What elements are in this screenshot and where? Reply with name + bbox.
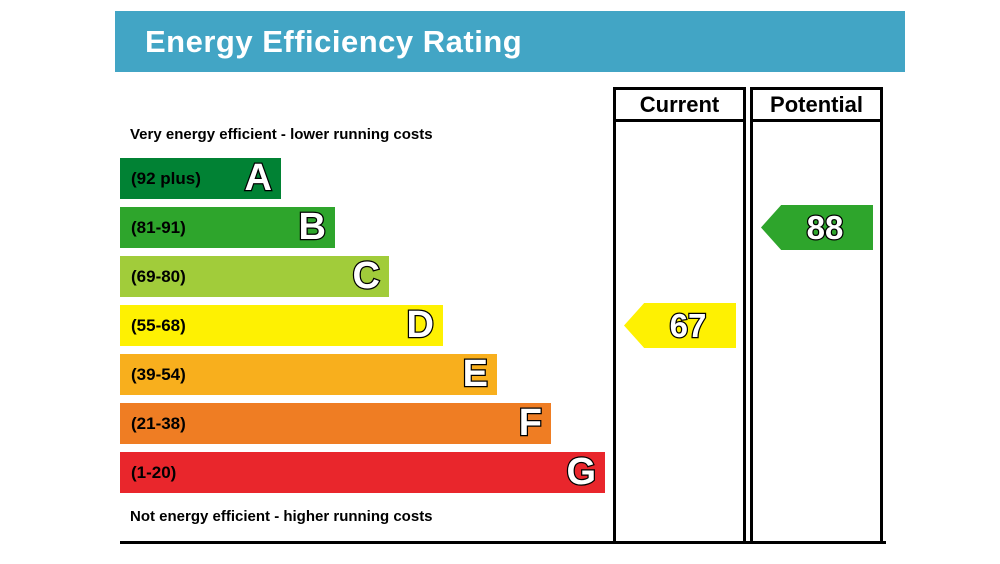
current-column-header: Current bbox=[616, 90, 743, 122]
band-bar-a: (92 plus) A bbox=[120, 156, 281, 200]
band-row-d: (55-68) D bbox=[120, 303, 443, 347]
band-range-label: (21-38) bbox=[131, 413, 186, 433]
band-row-e: (39-54) E bbox=[120, 352, 497, 396]
band-row-f: (21-38) F bbox=[120, 401, 551, 445]
band-bar-f: (21-38) F bbox=[120, 401, 551, 445]
top-note: Very energy efficient - lower running co… bbox=[130, 126, 433, 143]
band-letter: E bbox=[461, 352, 489, 396]
band-bar-d: (55-68) D bbox=[120, 303, 443, 347]
potential-column-header: Potential bbox=[753, 90, 880, 122]
band-bar-c: (69-80) C bbox=[120, 254, 389, 298]
potential-column: Potential bbox=[750, 87, 883, 541]
band-range-label: (92 plus) bbox=[131, 168, 201, 188]
bottom-note: Not energy efficient - higher running co… bbox=[130, 508, 433, 525]
band-letter: F bbox=[518, 401, 544, 445]
potential-rating-arrow: 88 bbox=[761, 205, 873, 250]
band-range-label: (69-80) bbox=[131, 266, 186, 286]
page-title: Energy Efficiency Rating bbox=[145, 23, 523, 59]
current-rating-value: 67 bbox=[668, 305, 707, 345]
title-bar: Energy Efficiency Rating bbox=[115, 11, 905, 72]
band-letter: G bbox=[565, 450, 597, 494]
band-bar-b: (81-91) B bbox=[120, 205, 335, 249]
band-letter: B bbox=[297, 205, 327, 249]
band-range-label: (55-68) bbox=[131, 315, 186, 335]
band-row-a: (92 plus) A bbox=[120, 156, 281, 200]
band-range-label: (39-54) bbox=[131, 364, 186, 384]
potential-rating-value: 88 bbox=[805, 207, 844, 247]
band-range-label: (81-91) bbox=[131, 217, 186, 237]
band-row-b: (81-91) B bbox=[120, 205, 335, 249]
band-letter: C bbox=[351, 254, 381, 298]
band-bar-g: (1-20) G bbox=[120, 450, 605, 494]
band-letter: D bbox=[405, 303, 435, 347]
band-letter: A bbox=[243, 156, 273, 200]
band-bar-e: (39-54) E bbox=[120, 352, 497, 396]
band-row-c: (69-80) C bbox=[120, 254, 389, 298]
band-row-g: (1-20) G bbox=[120, 450, 605, 494]
chart-baseline bbox=[120, 541, 886, 544]
current-rating-arrow: 67 bbox=[624, 303, 736, 348]
band-range-label: (1-20) bbox=[131, 462, 177, 482]
